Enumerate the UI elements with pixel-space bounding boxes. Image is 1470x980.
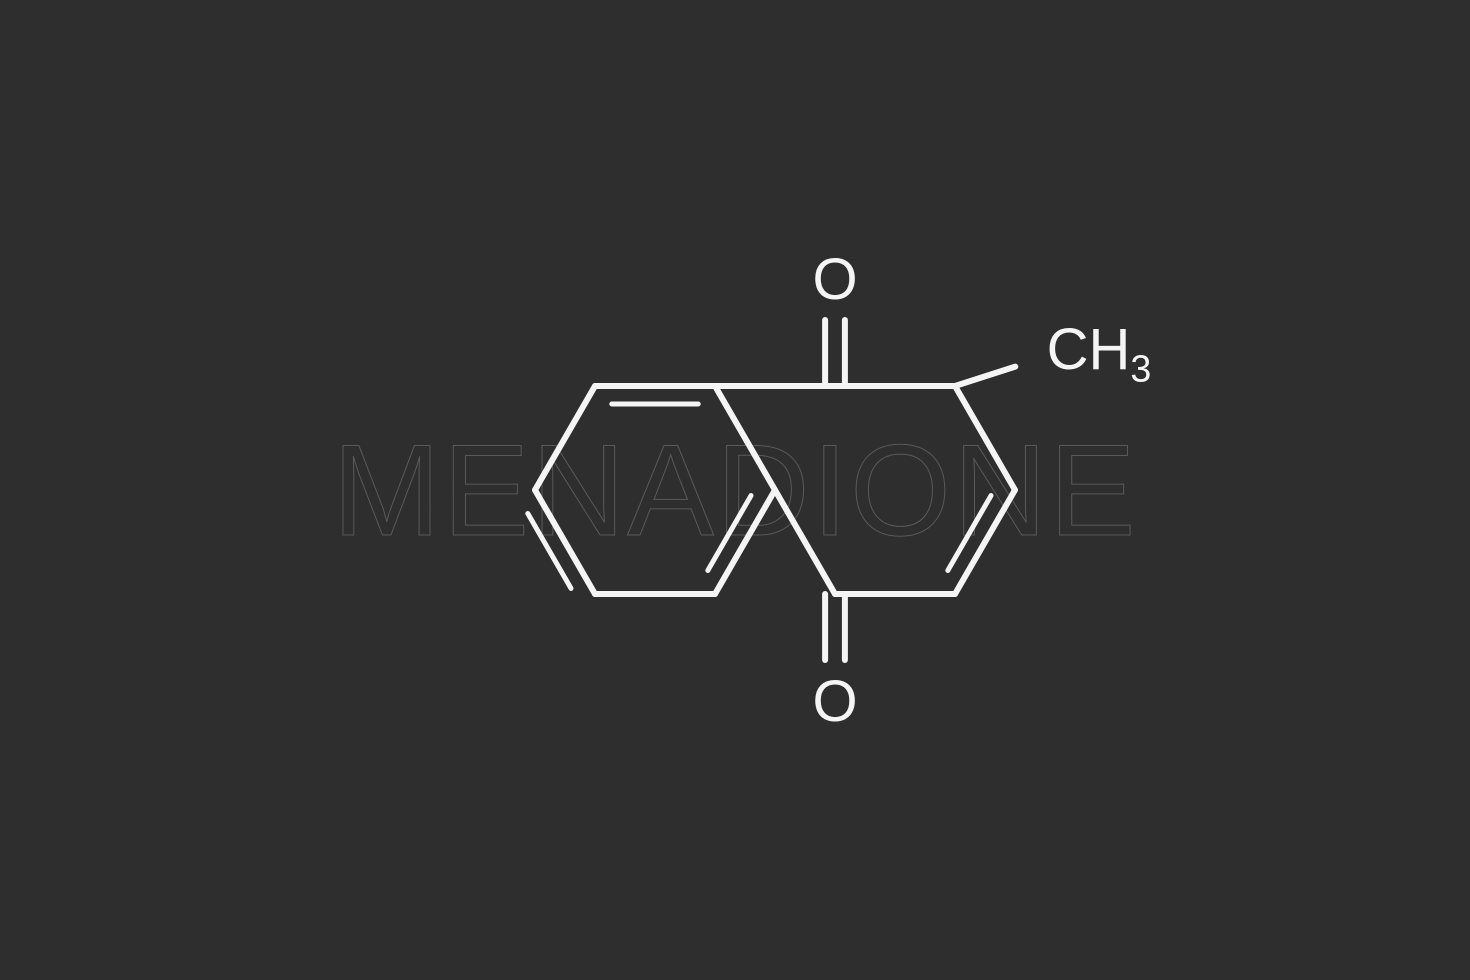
molecular-structure: OOCH3 (385, 170, 1085, 810)
structure-svg (385, 170, 1085, 810)
atom-label-o1: O (812, 251, 857, 309)
diagram-canvas: MENADIONE OOCH3 (0, 0, 1470, 980)
atom-label-o2: O (812, 673, 857, 731)
atom-label-me: CH3 (1047, 321, 1152, 379)
